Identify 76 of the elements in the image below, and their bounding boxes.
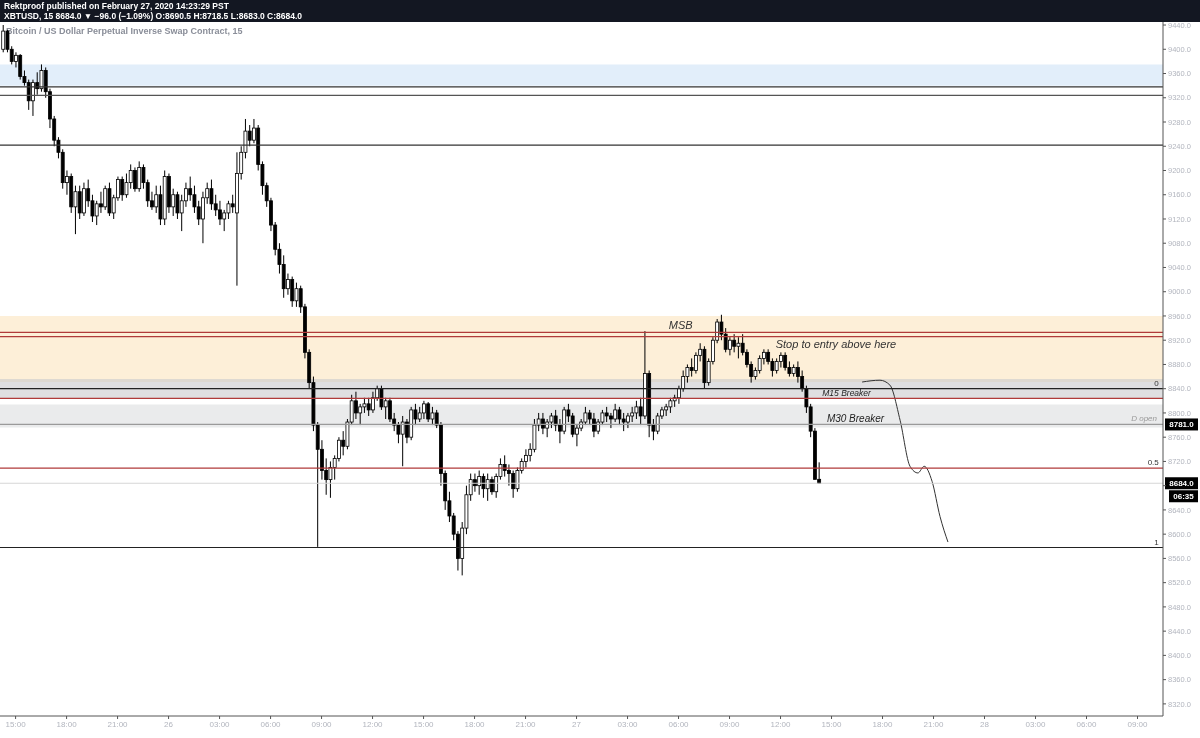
candlestick [422, 400, 426, 420]
x-tick-label: 03:00 [617, 719, 639, 729]
candlestick [371, 391, 375, 414]
x-tick-label: 15:00 [413, 719, 435, 729]
x-tick-label: 21:00 [515, 719, 537, 729]
x-tick-label: 18:00 [56, 719, 78, 729]
x-tick-label: 27 [572, 719, 582, 729]
candlestick [732, 333, 737, 353]
ref-line-label: Stop to entry above here [775, 337, 897, 350]
candlestick [99, 191, 103, 214]
x-tick-label: 03:00 [1025, 719, 1047, 729]
candlestick [133, 166, 137, 193]
x-tick-label: 06:00 [260, 719, 282, 729]
candlestick [783, 351, 788, 372]
ref-line-label: D open [1131, 414, 1158, 424]
annotation: 8781.0 [1169, 420, 1195, 430]
annotation: 1 [1154, 537, 1160, 547]
candlestick [137, 160, 142, 193]
candlestick [77, 185, 82, 220]
x-tick-label: 09:00 [719, 719, 741, 729]
candlestick [388, 397, 392, 423]
annotation: 8684.0 [1169, 479, 1195, 489]
x-tick-label: 12:00 [770, 719, 792, 729]
candlestick [31, 79, 35, 117]
candlestick [39, 63, 44, 93]
x-tick-label: 15:00 [821, 719, 843, 729]
candlestick [218, 200, 222, 226]
candlestick [103, 185, 108, 211]
x-tick-label: 18:00 [872, 719, 894, 729]
x-tick-label: 09:00 [1127, 719, 1149, 729]
candlestick [490, 476, 494, 496]
candlestick [592, 412, 596, 438]
x-tick-label: 03:00 [209, 719, 231, 729]
x-tick-label: 26 [164, 719, 174, 729]
band-label: M15 Breaker [822, 388, 873, 399]
candlestick [366, 397, 371, 417]
annotation: 0.5 [1147, 458, 1160, 468]
candlestick [430, 406, 435, 426]
candlestick [779, 351, 783, 368]
candlestick [634, 400, 639, 420]
candlestick [796, 360, 800, 384]
band-label: M30 Breaker [826, 413, 885, 425]
ref-line-label: MSB [668, 319, 693, 332]
candlestick [524, 448, 528, 468]
candlestick [609, 412, 613, 429]
x-tick-label: 06:00 [668, 719, 690, 729]
annotation: 0 [1154, 378, 1160, 388]
candlestick [485, 473, 490, 502]
chart-subtitle: XBTUSD, 15 8684.0 ▼ −96.0 (−1.09%) O:8690.5 H:8718.5 L:8683.0 C:8684.0 [4, 11, 304, 21]
candlestick [426, 401, 431, 423]
candlestick [290, 276, 295, 308]
x-tick-label: 21:00 [923, 719, 945, 729]
x-tick-label: 12:00 [362, 719, 384, 729]
candlestick [689, 357, 694, 378]
x-tick-label: 06:00 [1076, 719, 1098, 729]
text: Rektproof published on February 27, 2020 14:23:29 PST [4, 1, 230, 11]
candlestick [358, 403, 363, 426]
candlestick [507, 463, 511, 487]
candlestick [18, 53, 23, 81]
candlestick [481, 473, 486, 499]
candlestick [736, 336, 741, 359]
candlestick [728, 336, 732, 356]
candlestick [201, 191, 205, 244]
candlestick [354, 391, 358, 420]
text: 06:35 [1173, 492, 1195, 502]
x-tick-label: 15:00 [5, 719, 27, 729]
x-tick-label: 28 [980, 719, 990, 729]
candlestick [294, 282, 299, 308]
candlestick [621, 412, 626, 432]
x-tick-label: 09:00 [311, 719, 333, 729]
candlestick [694, 351, 698, 375]
candlestick [477, 470, 482, 496]
candlestick [120, 176, 125, 202]
x-tick-label: 21:00 [107, 719, 129, 729]
x-tick-label: 18:00 [464, 719, 486, 729]
candlestick [400, 415, 405, 467]
